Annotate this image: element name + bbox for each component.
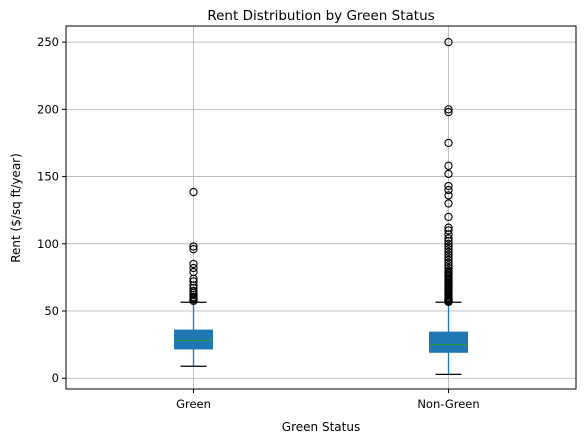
- outlier-point: [189, 286, 198, 296]
- outlier-point: [444, 105, 453, 114]
- outlier-point: [444, 266, 453, 275]
- outlier-point: [444, 253, 453, 262]
- y-tick-label: 100: [37, 237, 59, 251]
- box-group-green: [174, 187, 213, 367]
- x-axis-label: Green Status: [282, 420, 360, 434]
- plot-frame: [65, 25, 577, 390]
- outlier-point: [444, 245, 453, 254]
- outlier-point: [444, 247, 453, 257]
- outlier-point: [444, 261, 453, 270]
- outlier-point: [444, 234, 453, 243]
- y-tick-label: 150: [37, 170, 59, 184]
- outlier-point: [189, 277, 198, 286]
- outlier-point: [189, 263, 198, 273]
- outlier-point: [444, 169, 453, 179]
- axis-layer: 0 50 100 150 200 250 Green Non-Green: [37, 35, 480, 411]
- outlier-point: [444, 138, 453, 148]
- outlier-point: [444, 258, 453, 267]
- outlier-point: [444, 161, 453, 170]
- y-tick-label: 0: [52, 371, 59, 385]
- outlier-point: [444, 242, 453, 251]
- box-group-non-green: [429, 37, 468, 375]
- outlier-point: [189, 187, 198, 197]
- outlier-point: [444, 191, 453, 200]
- grid-layer: [66, 26, 576, 389]
- iqr-box: [429, 331, 468, 353]
- outlier-point: [444, 239, 453, 248]
- outlier-point: [189, 245, 198, 254]
- plot-layer: [174, 37, 468, 375]
- outlier-point: [444, 199, 453, 208]
- outlier-point: [444, 250, 453, 259]
- outlier-point: [444, 212, 453, 222]
- y-tick-label: 250: [37, 35, 59, 49]
- x-tick-label: Green: [176, 397, 211, 411]
- outlier-point: [189, 267, 198, 277]
- x-tick-label: Non-Green: [417, 397, 479, 411]
- y-axis-label: Rent ($/sq ft/year): [9, 153, 23, 263]
- outlier-point: [444, 107, 453, 117]
- outlier-point: [444, 223, 453, 232]
- chart-title: Rent Distribution by Green Status: [207, 8, 434, 24]
- outlier-point: [444, 181, 453, 191]
- outlier-point: [444, 185, 453, 195]
- outlier-point: [444, 263, 453, 273]
- y-tick-label: 200: [37, 102, 59, 116]
- y-tick-label: 50: [44, 304, 59, 318]
- outlier-point: [444, 255, 453, 265]
- outlier-point: [444, 37, 453, 47]
- iqr-box: [174, 329, 213, 350]
- outlier-point: [444, 226, 453, 235]
- outlier-point: [189, 242, 198, 251]
- outlier-point: [189, 259, 198, 269]
